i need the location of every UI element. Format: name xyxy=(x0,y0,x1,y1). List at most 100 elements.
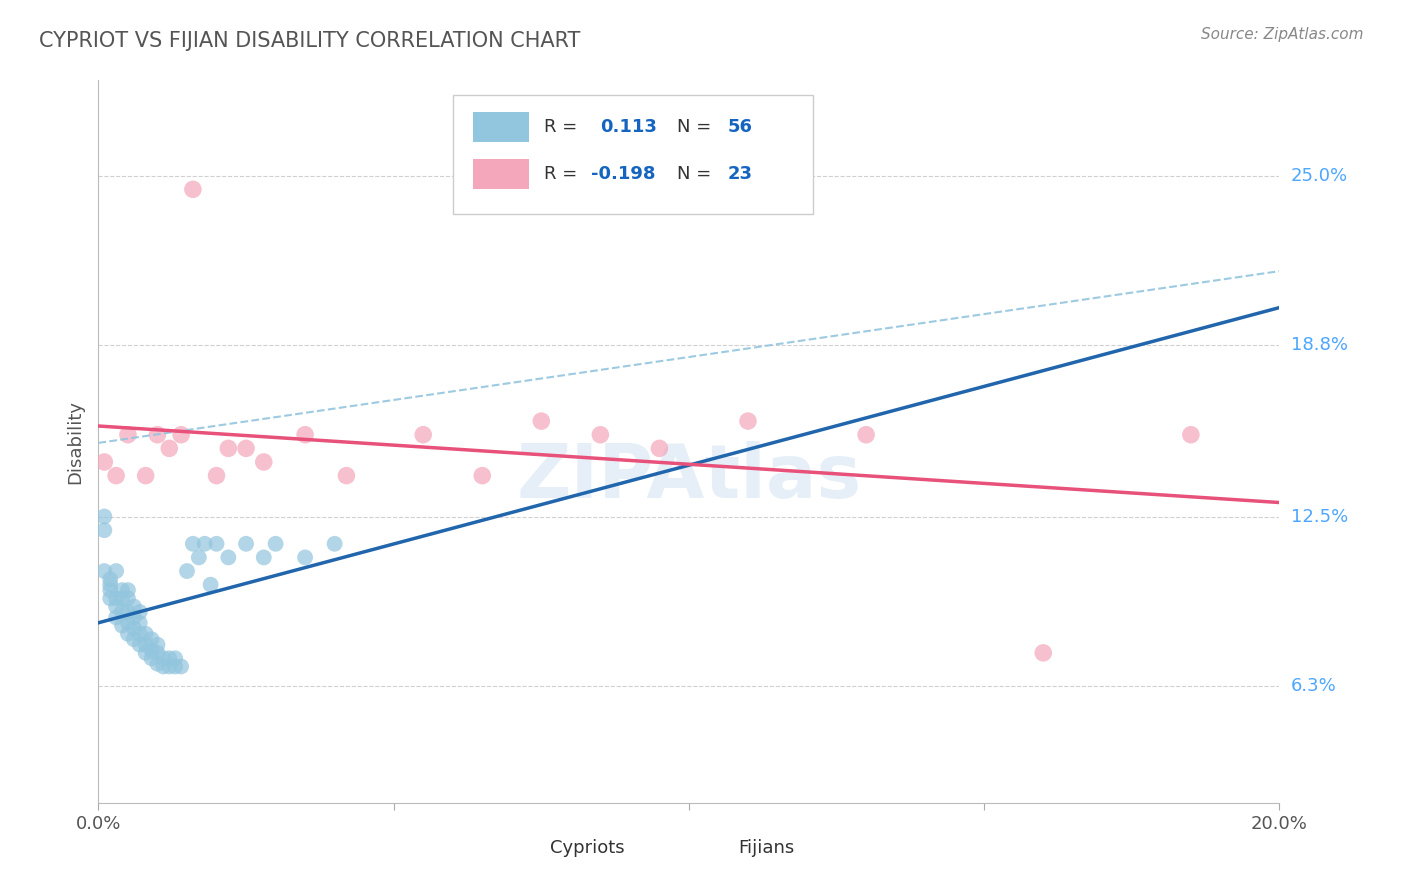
Point xyxy=(181,182,204,196)
Text: Fijians: Fijians xyxy=(738,838,794,856)
FancyBboxPatch shape xyxy=(472,159,530,189)
Point xyxy=(98,591,121,606)
Point xyxy=(294,427,316,442)
Point xyxy=(235,442,257,456)
Point xyxy=(217,442,239,456)
Point xyxy=(117,427,139,442)
Point xyxy=(157,659,180,673)
Point xyxy=(135,646,157,660)
Point xyxy=(122,632,145,647)
Point xyxy=(98,577,121,591)
Point xyxy=(170,427,193,442)
Point xyxy=(111,618,134,632)
Point xyxy=(170,659,193,673)
Point xyxy=(146,427,169,442)
Point xyxy=(737,414,759,428)
Point xyxy=(141,643,163,657)
Point xyxy=(128,605,150,619)
Text: Cypriots: Cypriots xyxy=(550,838,624,856)
Point xyxy=(152,651,174,665)
Point xyxy=(105,591,128,606)
Point xyxy=(128,626,150,640)
Text: CYPRIOT VS FIJIAN DISABILITY CORRELATION CHART: CYPRIOT VS FIJIAN DISABILITY CORRELATION… xyxy=(39,31,581,51)
Point xyxy=(117,626,139,640)
Point xyxy=(98,583,121,598)
Y-axis label: Disability: Disability xyxy=(66,400,84,483)
Point xyxy=(165,659,187,673)
Point xyxy=(157,442,180,456)
Point xyxy=(111,605,134,619)
Text: 56: 56 xyxy=(728,119,754,136)
Point xyxy=(335,468,357,483)
Point xyxy=(135,626,157,640)
Point xyxy=(105,564,128,578)
Point xyxy=(648,442,671,456)
FancyBboxPatch shape xyxy=(472,112,530,143)
Point xyxy=(146,638,169,652)
Point xyxy=(187,550,209,565)
Point xyxy=(105,468,128,483)
Point xyxy=(176,564,198,578)
Point xyxy=(117,591,139,606)
Point xyxy=(205,537,228,551)
Point xyxy=(294,550,316,565)
Text: 23: 23 xyxy=(728,165,754,183)
Text: N =: N = xyxy=(678,165,711,183)
FancyBboxPatch shape xyxy=(494,834,538,862)
Point xyxy=(105,610,128,624)
FancyBboxPatch shape xyxy=(683,834,728,862)
Point xyxy=(93,455,115,469)
Point xyxy=(111,591,134,606)
Point xyxy=(93,564,115,578)
Point xyxy=(589,427,612,442)
Text: N =: N = xyxy=(678,119,711,136)
FancyBboxPatch shape xyxy=(453,95,813,214)
Point xyxy=(165,651,187,665)
Text: Source: ZipAtlas.com: Source: ZipAtlas.com xyxy=(1201,27,1364,42)
Point xyxy=(98,572,121,586)
Point xyxy=(117,615,139,630)
Text: 18.8%: 18.8% xyxy=(1291,335,1347,354)
Point xyxy=(530,414,553,428)
Text: ZIPAtlas: ZIPAtlas xyxy=(516,442,862,514)
Point xyxy=(117,605,139,619)
Point xyxy=(122,599,145,614)
Point xyxy=(93,523,115,537)
Point xyxy=(200,577,222,591)
Point xyxy=(146,657,169,671)
Point xyxy=(105,599,128,614)
Point xyxy=(122,610,145,624)
Point xyxy=(117,583,139,598)
Point xyxy=(194,537,217,551)
Text: R =: R = xyxy=(544,165,576,183)
Point xyxy=(253,550,276,565)
Text: 12.5%: 12.5% xyxy=(1291,508,1348,525)
Point xyxy=(412,427,434,442)
Text: -0.198: -0.198 xyxy=(591,165,655,183)
Text: 0.113: 0.113 xyxy=(600,119,657,136)
Point xyxy=(264,537,287,551)
Point xyxy=(205,468,228,483)
Point xyxy=(253,455,276,469)
Point xyxy=(181,537,204,551)
Point xyxy=(128,615,150,630)
Text: 25.0%: 25.0% xyxy=(1291,167,1348,185)
Point xyxy=(135,638,157,652)
Point xyxy=(128,638,150,652)
Point xyxy=(235,537,257,551)
Point xyxy=(93,509,115,524)
Point xyxy=(1180,427,1202,442)
Text: R =: R = xyxy=(544,119,576,136)
Point xyxy=(855,427,877,442)
Point xyxy=(152,659,174,673)
Point xyxy=(217,550,239,565)
Point xyxy=(146,646,169,660)
Point xyxy=(135,468,157,483)
Text: 6.3%: 6.3% xyxy=(1291,676,1336,695)
Point xyxy=(323,537,346,551)
Point xyxy=(1032,646,1054,660)
Point xyxy=(141,632,163,647)
Point xyxy=(141,651,163,665)
Point xyxy=(111,583,134,598)
Point xyxy=(122,621,145,635)
